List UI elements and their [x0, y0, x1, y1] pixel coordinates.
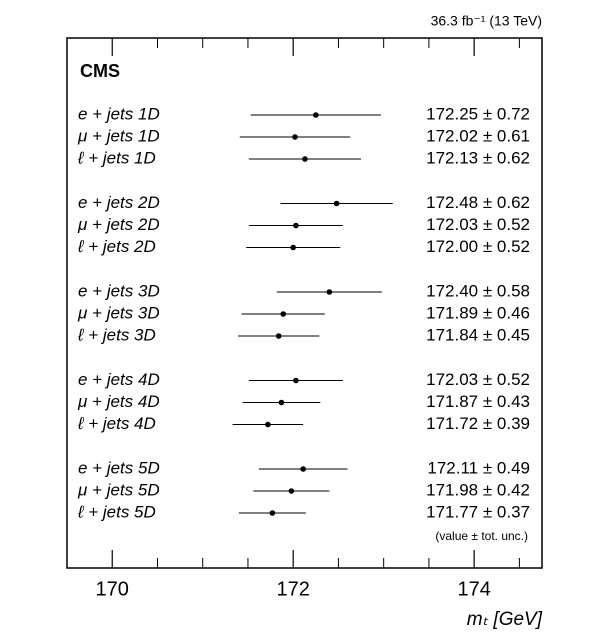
category-label: e + jets 2D — [78, 193, 160, 212]
point — [293, 377, 299, 384]
category-label: ℓ + jets 1D — [77, 148, 156, 167]
lumi-label: 36.3 fb⁻¹ (13 TeV) — [431, 13, 542, 29]
category-label: e + jets 5D — [78, 458, 160, 477]
point — [293, 222, 299, 229]
value-label: 172.00 ± 0.52 — [426, 237, 530, 256]
value-label: 171.98 ± 0.42 — [426, 480, 530, 499]
x-tick-label: 172 — [277, 578, 310, 600]
point — [265, 421, 271, 428]
category-label: μ + jets 4D — [77, 392, 160, 411]
point — [290, 244, 296, 251]
point — [333, 200, 340, 207]
annotation: (value ± tot. unc.) — [435, 529, 528, 543]
value-label: 172.48 ± 0.62 — [426, 193, 530, 212]
frame — [66, 37, 543, 569]
value-label: 171.77 ± 0.37 — [426, 502, 530, 521]
value-label: 172.11 ± 0.49 — [427, 458, 530, 477]
point — [326, 289, 333, 295]
value-label: 171.84 ± 0.45 — [426, 325, 530, 344]
value-label: 171.89 ± 0.46 — [426, 303, 530, 322]
category-label: ℓ + jets 5D — [77, 502, 156, 521]
point — [302, 156, 308, 162]
point — [275, 333, 282, 339]
value-label: 172.03 ± 0.52 — [426, 370, 530, 389]
category-label: μ + jets 3D — [77, 303, 160, 322]
point — [278, 399, 285, 406]
point — [269, 510, 276, 516]
category-label: ℓ + jets 4D — [77, 414, 156, 433]
value-label: 171.72 ± 0.39 — [426, 414, 530, 433]
point — [292, 134, 298, 140]
x-tick-label: 170 — [96, 578, 129, 600]
x-axis-label: mₜ [GeV] — [467, 609, 543, 630]
value-label: 172.02 ± 0.61 — [426, 126, 530, 145]
category-label: e + jets 4D — [78, 370, 160, 389]
category-label: e + jets 3D — [78, 281, 160, 300]
category-label: ℓ + jets 3D — [77, 325, 156, 344]
category-label: ℓ + jets 2D — [77, 237, 156, 256]
category-label: e + jets 1D — [78, 104, 160, 123]
value-label: 172.25 ± 0.72 — [426, 104, 530, 123]
value-label: 171.87 ± 0.43 — [426, 392, 530, 411]
point — [288, 488, 295, 494]
category-label: μ + jets 1D — [77, 126, 160, 145]
point — [313, 112, 319, 118]
point — [300, 466, 306, 472]
value-label: 172.13 ± 0.62 — [426, 148, 530, 167]
category-label: μ + jets 2D — [77, 215, 160, 234]
experiment-label: CMS — [80, 61, 120, 81]
category-label: μ + jets 5D — [77, 480, 160, 499]
value-label: 172.40 ± 0.58 — [426, 281, 530, 300]
point — [280, 311, 287, 317]
value-label: 172.03 ± 0.52 — [426, 215, 530, 234]
x-tick-label: 174 — [457, 578, 490, 600]
